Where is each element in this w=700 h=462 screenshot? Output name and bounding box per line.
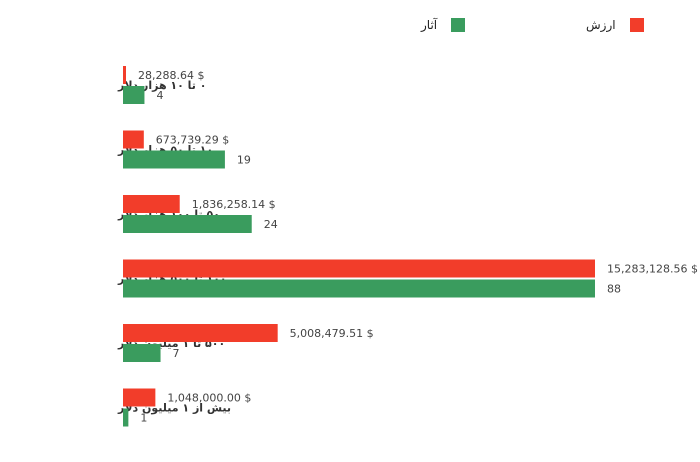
data-label-works-0: 4: [156, 89, 163, 102]
data-label-works-4: 7: [173, 347, 180, 360]
legend-label-athar: آثار: [421, 18, 438, 32]
legend-item-athar: آثار: [421, 17, 466, 33]
bar-value-5: [123, 388, 156, 407]
bar-works-0: [123, 86, 145, 104]
data-label-works-3: 88: [607, 283, 621, 296]
legend-label-arzesh: ارزش: [586, 18, 616, 32]
bar-works-3: [123, 279, 595, 298]
data-label-value-3: 15,283,128.56 $: [607, 263, 698, 276]
data-label-value-4: 5,008,479.51 $: [290, 327, 374, 340]
bar-works-4: [123, 344, 161, 362]
data-label-value-1: 673,739.29 $: [156, 134, 229, 147]
bar-value-4: [123, 324, 278, 342]
data-label-works-2: 24: [264, 218, 278, 231]
data-label-value-0: 28,288.64 $: [138, 69, 204, 82]
data-label-value-2: 1,836,258.14 $: [192, 198, 276, 211]
data-label-works-1: 19: [237, 154, 251, 167]
bar-value-1: [123, 130, 144, 149]
legend-swatch-arzesh: [629, 18, 644, 32]
bar-value-0: [123, 66, 126, 84]
bar-works-1: [123, 150, 225, 169]
legend-item-arzesh: ارزش: [586, 17, 644, 33]
bar-value-2: [123, 195, 180, 213]
data-label-value-5: 1,048,000.00 $: [167, 392, 251, 405]
bar-works-2: [123, 215, 252, 233]
bar-value-3: [123, 259, 595, 278]
data-label-works-5: 1: [140, 412, 147, 425]
legend-swatch-athar: [451, 18, 466, 32]
bar-works-5: [123, 408, 129, 427]
